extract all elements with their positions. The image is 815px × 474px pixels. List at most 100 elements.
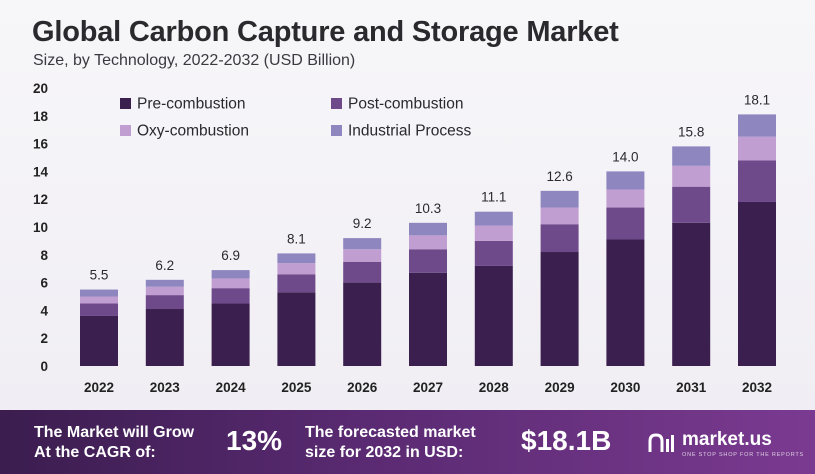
bar-segment — [540, 252, 579, 366]
bar-segment — [738, 201, 776, 366]
bar-segment — [540, 190, 579, 208]
bar-total-label: 10.3 — [415, 201, 441, 216]
bar-segment — [211, 303, 250, 366]
bar-segment — [211, 278, 250, 289]
bar-total-label: 18.1 — [744, 92, 770, 107]
bar-segment — [606, 171, 645, 190]
chart-title: Global Carbon Capture and Storage Market — [32, 16, 619, 48]
legend-label: Industrial Process — [348, 123, 471, 140]
y-tick-label: 6 — [40, 276, 48, 291]
bar-total-label: 5.5 — [90, 268, 109, 283]
y-tick-label: 20 — [33, 81, 48, 96]
bar-total-label: 9.2 — [353, 216, 372, 231]
legend-label: Pre-combustion — [137, 96, 246, 113]
x-tick-label: 2023 — [150, 380, 181, 395]
bar-segment — [343, 261, 382, 283]
legend-swatch — [331, 125, 342, 136]
forecast-value: $18.1B — [521, 425, 612, 456]
cagr-value: 13% — [226, 425, 283, 456]
bar-segment — [540, 207, 579, 225]
y-tick-label: 18 — [33, 109, 49, 124]
y-tick-label: 2 — [40, 331, 48, 346]
legend-label: Post-combustion — [348, 96, 463, 113]
bar-segment — [277, 263, 316, 275]
stacked-bar-chart: 0 2 4 6 8 10 12 14 16 18 20 5.5 2022 6.2 2023 6.9 2024 8.… — [33, 81, 776, 395]
legend-swatch — [120, 98, 131, 109]
bar-total-label: 6.2 — [155, 258, 174, 273]
bar-segment — [80, 315, 118, 366]
cagr-label-line2: At the CAGR of: — [34, 444, 156, 461]
bar-segment — [606, 239, 645, 366]
bar-segment — [145, 279, 184, 287]
x-tick-label: 2026 — [347, 380, 378, 395]
y-tick-label: 8 — [40, 248, 48, 263]
bar-segment — [277, 292, 316, 366]
bar-segment — [80, 289, 118, 297]
x-tick-label: 2022 — [84, 380, 114, 395]
x-tick-label: 2031 — [676, 380, 707, 395]
forecast-label-line2: size for 2032 in USD: — [305, 444, 464, 461]
bar-total-label: 14.0 — [612, 149, 638, 164]
y-tick-label: 12 — [33, 192, 48, 207]
bar-segment — [672, 165, 711, 187]
bar-segment — [606, 189, 645, 208]
x-tick-label: 2028 — [479, 380, 510, 395]
footer-banner: The Market will Grow At the CAGR of: 13%… — [0, 410, 815, 474]
bar-segment — [409, 222, 447, 236]
x-tick-label: 2027 — [413, 380, 443, 395]
bar-segment — [145, 286, 184, 296]
bar-segment — [211, 270, 250, 279]
y-tick-label: 4 — [40, 303, 48, 318]
bar-segment — [540, 224, 579, 253]
bar-total-label: 11.1 — [481, 190, 506, 205]
bar-segment — [211, 288, 250, 304]
x-tick-label: 2032 — [742, 380, 772, 395]
bar-segment — [606, 207, 645, 240]
chart-subtitle: Size, by Technology, 2022-2032 (USD Bill… — [33, 52, 356, 69]
legend-swatch — [331, 98, 342, 109]
y-tick-label: 16 — [33, 137, 49, 152]
bar-segment — [80, 296, 118, 304]
legend-swatch — [120, 125, 131, 136]
bar-segment — [474, 240, 513, 266]
y-tick-label: 0 — [40, 359, 48, 374]
x-tick-label: 2030 — [610, 380, 640, 395]
brand-tagline: ONE STOP SHOP FOR THE REPORTS — [682, 452, 805, 458]
x-tick-label: 2029 — [545, 380, 575, 395]
x-tick-label: 2025 — [281, 380, 312, 395]
bar-segment — [738, 160, 776, 202]
bar-total-label: 8.1 — [287, 231, 306, 246]
bar-segment — [277, 253, 316, 264]
bar-segment — [80, 303, 118, 316]
legend-label: Oxy-combustion — [137, 123, 249, 140]
bar-segment — [409, 249, 447, 273]
brand-logo-icon — [648, 433, 674, 452]
bar-segment — [145, 309, 184, 366]
bar-segment — [738, 136, 776, 161]
brand-name: market.us — [682, 429, 772, 450]
bar-segment — [474, 211, 513, 226]
bar-segment — [672, 146, 711, 166]
x-tick-label: 2024 — [216, 380, 247, 395]
bar-segment — [409, 235, 447, 250]
bar-segment — [672, 186, 711, 223]
forecast-label-line1: The forecasted market — [305, 424, 476, 441]
forecast-label: The forecasted market size for 2032 in U… — [305, 423, 476, 463]
bar-segment — [277, 274, 316, 293]
bar-segment — [474, 225, 513, 241]
bar-segment — [343, 249, 382, 262]
cagr-label-line1: The Market will Grow — [34, 424, 195, 441]
bar-segment — [409, 272, 447, 366]
y-tick-label: 10 — [33, 220, 48, 235]
cagr-label: The Market will Grow At the CAGR of: — [34, 423, 194, 463]
bar-segment — [145, 295, 184, 310]
bar-total-label: 15.8 — [678, 124, 704, 139]
bar-segment — [474, 265, 513, 366]
bar-segment — [672, 222, 711, 366]
bar-total-label: 6.9 — [221, 248, 240, 263]
y-tick-label: 14 — [33, 164, 49, 179]
bar-segment — [343, 282, 382, 366]
bar-segment — [738, 114, 776, 137]
bar-segment — [343, 238, 382, 250]
